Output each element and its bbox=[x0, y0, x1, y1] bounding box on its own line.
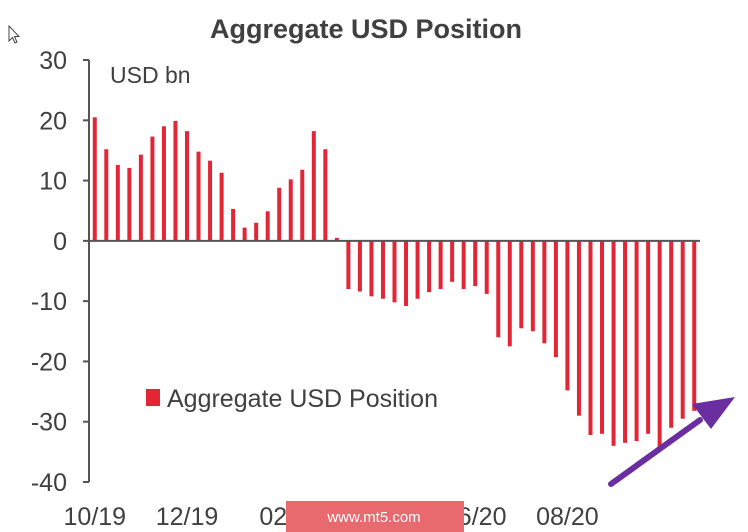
bar bbox=[115, 164, 120, 241]
bar bbox=[634, 240, 639, 442]
y-tick-label: 20 bbox=[39, 107, 67, 135]
bar bbox=[576, 240, 581, 416]
bar bbox=[392, 240, 397, 303]
legend-swatch bbox=[146, 389, 160, 406]
y-tick-label: -20 bbox=[31, 348, 67, 376]
bar bbox=[277, 187, 282, 241]
bar bbox=[438, 240, 443, 290]
bar bbox=[323, 149, 328, 241]
trend-arrow-head-icon bbox=[692, 397, 735, 429]
x-tick-label: 08/20 bbox=[536, 503, 599, 531]
bar bbox=[357, 240, 362, 292]
x-tick-label: 12/19 bbox=[156, 503, 219, 531]
y-tick-label: -10 bbox=[31, 288, 67, 316]
bar bbox=[450, 240, 455, 282]
bar bbox=[92, 117, 97, 241]
bar bbox=[692, 240, 697, 411]
bar bbox=[380, 240, 385, 299]
bar bbox=[484, 240, 489, 294]
bar bbox=[657, 240, 662, 449]
y-tick-label: 0 bbox=[53, 228, 67, 256]
bar bbox=[611, 240, 616, 446]
bar bbox=[669, 240, 674, 428]
watermark-band bbox=[286, 501, 464, 532]
legend-label: Aggregate USD Position bbox=[167, 385, 438, 413]
bar bbox=[196, 151, 201, 241]
bar bbox=[346, 240, 351, 290]
bar bbox=[150, 136, 155, 241]
bar-series bbox=[92, 117, 697, 449]
y-axis-ticks: 30 20 10 0 -10 -20 -30 -40 bbox=[31, 47, 89, 497]
bar bbox=[588, 240, 593, 435]
bar bbox=[300, 169, 305, 241]
bar bbox=[161, 126, 166, 241]
bar bbox=[415, 240, 420, 299]
y-tick-label: -30 bbox=[31, 409, 67, 437]
bar bbox=[404, 240, 409, 306]
bar bbox=[496, 240, 501, 338]
bar bbox=[680, 240, 685, 419]
bar bbox=[334, 237, 339, 241]
chart-title: Aggregate USD Position bbox=[210, 14, 522, 44]
bar bbox=[600, 240, 605, 434]
y-tick-label: -40 bbox=[31, 469, 67, 497]
y-tick-label: 10 bbox=[39, 168, 67, 196]
mouse-cursor-icon bbox=[8, 24, 21, 44]
bar bbox=[254, 222, 259, 241]
bar bbox=[208, 160, 213, 241]
legend: Aggregate USD Position bbox=[146, 385, 438, 413]
bar bbox=[127, 167, 132, 241]
bar bbox=[542, 240, 547, 344]
bar bbox=[473, 240, 478, 287]
bar bbox=[104, 149, 109, 241]
bar bbox=[231, 208, 236, 241]
bar bbox=[623, 240, 628, 443]
bar bbox=[265, 211, 270, 241]
trend-arrow-shaft bbox=[608, 417, 703, 487]
trend-arrow bbox=[608, 397, 735, 487]
bar bbox=[461, 240, 466, 290]
bar bbox=[138, 154, 143, 241]
bar bbox=[565, 240, 570, 391]
bar bbox=[519, 240, 524, 329]
unit-label: USD bn bbox=[110, 62, 191, 88]
bar bbox=[507, 240, 512, 347]
watermark: www.mt5.com bbox=[286, 501, 464, 532]
bar bbox=[311, 131, 316, 241]
bar bbox=[288, 179, 293, 241]
y-tick-label: 30 bbox=[39, 47, 67, 75]
x-tick-label: 10/19 bbox=[64, 503, 127, 531]
bar bbox=[242, 227, 247, 241]
bar bbox=[646, 240, 651, 434]
bar bbox=[553, 240, 558, 358]
watermark-text: www.mt5.com bbox=[326, 509, 420, 526]
bar bbox=[530, 240, 535, 332]
bar bbox=[369, 240, 374, 297]
bar bbox=[173, 120, 178, 241]
bar bbox=[427, 240, 432, 293]
bar bbox=[219, 172, 224, 241]
bar bbox=[184, 131, 189, 241]
